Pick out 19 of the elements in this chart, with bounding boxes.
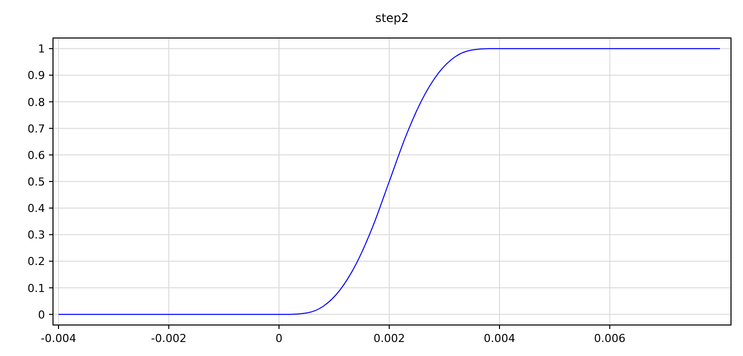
y-tick-label: 0.6 [28,148,45,162]
y-tick-label: 0.2 [28,255,45,268]
line-series [58,48,720,315]
y-tick-label: 1 [38,42,45,56]
y-tick-label: 0.7 [28,122,45,136]
x-tick-label: 0.002 [373,332,405,345]
x-tick-label: -0.002 [151,332,186,345]
y-tick-label: 0.9 [28,69,45,82]
x-tick-label: 0.006 [594,332,626,345]
y-tick-label: 0.1 [28,282,45,295]
y-tick-label: 0 [38,308,45,322]
x-tick-label: 0 [276,332,282,345]
y-tick-label: 0.3 [28,228,45,242]
y-tick-label: 0.4 [28,202,45,216]
x-tick-label: -0.004 [40,332,76,345]
x-tick-label: 0.004 [484,332,516,345]
y-tick-label: 0.8 [28,96,45,109]
y-tick-label: 0.5 [28,176,45,188]
chart-title: step2 [375,11,409,25]
